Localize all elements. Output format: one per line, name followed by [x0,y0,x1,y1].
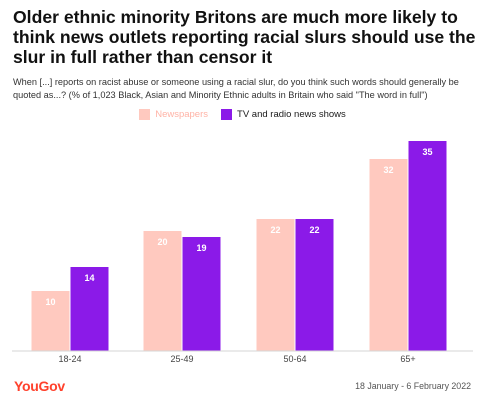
bar-tv-50-64 [295,219,334,351]
x-tick-label-50-64: 50-64 [283,354,306,364]
data-label-tv-65+: 35 [422,147,432,157]
data-label-newspapers-50-64: 22 [270,225,280,235]
data-label-newspapers-25-49: 20 [157,237,167,247]
bar-newspapers-18-24 [31,291,70,351]
legend-label-newspapers: Newspapers [155,109,209,120]
legend-label-tv: TV and radio news shows [237,109,346,120]
data-label-tv-50-64: 22 [309,225,319,235]
x-tick-label-18-24: 18-24 [58,354,81,364]
bar-newspapers-50-64 [256,219,295,351]
chart-title: Older ethnic minority Britons are much m… [13,7,476,67]
legend-item-newspapers: Newspapers [139,109,208,120]
data-label-newspapers-65+: 32 [383,165,393,175]
legend-item-tv: TV and radio news shows [221,109,346,120]
bars-group: 10 14 20 19 22 22 32 35 [31,141,447,351]
bar-tv-25-49 [182,237,221,351]
bar-newspapers-65+ [369,159,408,351]
bar-tv-18-24 [70,267,109,351]
x-tick-labels: 18-24 25-49 50-64 65+ [58,354,415,364]
bar-tv-65+ [408,141,447,351]
x-tick-label-65+: 65+ [400,354,415,364]
fieldwork-dates: 18 January - 6 February 2022 [355,381,471,391]
bar-newspapers-25-49 [143,231,182,351]
yougov-logo: YouGov [14,378,65,394]
data-label-newspapers-18-24: 10 [45,297,55,307]
legend-swatch-newspapers [139,109,151,120]
data-label-tv-18-24: 14 [84,273,94,283]
legend: Newspapers TV and radio news shows [0,109,485,120]
chart-subtitle: When [...] reports on racist abuse or so… [13,77,459,100]
legend-swatch-tv [221,109,233,120]
data-label-tv-25-49: 19 [196,243,206,253]
x-tick-label-25-49: 25-49 [170,354,193,364]
